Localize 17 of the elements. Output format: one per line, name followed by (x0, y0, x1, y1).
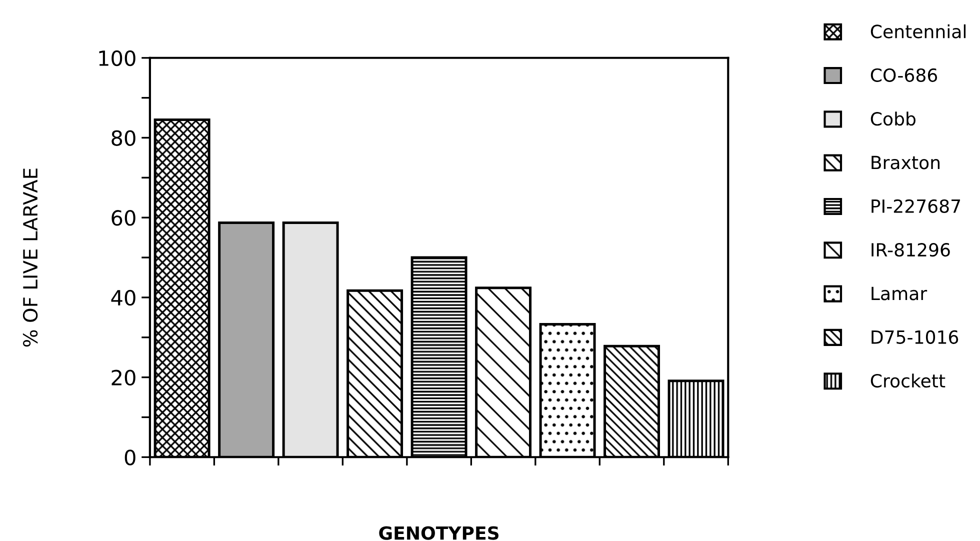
y-tick-label: 100 (99, 50, 136, 66)
legend-label: CO-686 (870, 68, 938, 82)
legend-label: Centennial (870, 24, 966, 38)
y-tick-label: 60 (112, 210, 136, 226)
y-tick-label: 20 (112, 370, 136, 386)
y-axis-title: % OF LIVE LARVAE (22, 168, 38, 347)
legend-label: Lamar (872, 286, 928, 300)
y-tick-label: 40 (111, 290, 136, 306)
legend-label: Braxton (872, 156, 940, 170)
legend-label: PI-227687 (872, 199, 960, 213)
legend-label: IR-81296 (872, 242, 950, 257)
legend-label: D75-1016 (872, 330, 958, 344)
x-axis-title: GENOTYPES (379, 526, 499, 540)
y-tick-label: 80 (112, 130, 136, 146)
legend-label: Cobb (870, 112, 916, 126)
legend-label: Crockett (870, 374, 946, 388)
y-tick-label: 0 (124, 450, 136, 466)
